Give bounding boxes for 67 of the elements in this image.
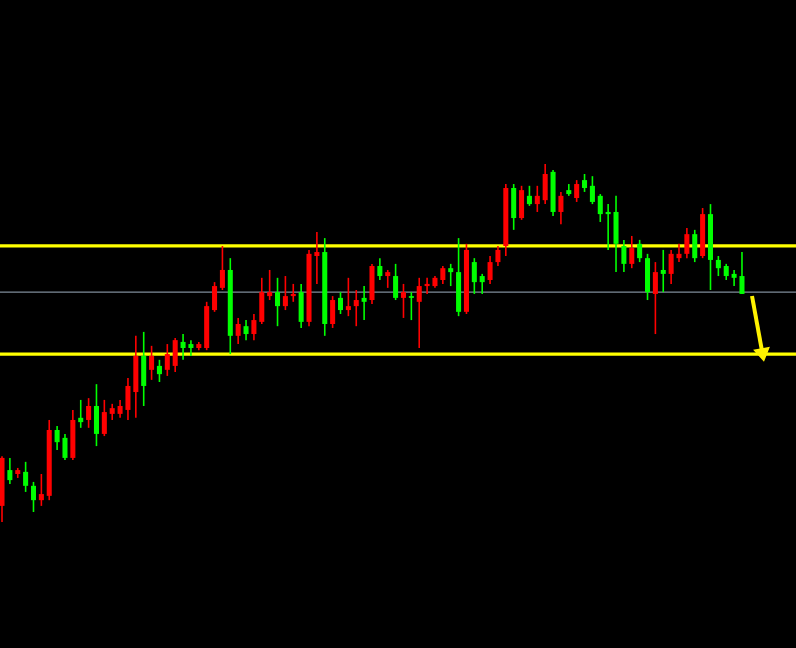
candlestick: [78, 399, 84, 429]
candlestick: [164, 343, 170, 377]
candlestick: [330, 295, 336, 329]
candlestick: [629, 235, 635, 269]
candlestick: [408, 291, 414, 321]
candlestick: [597, 193, 603, 223]
candlestick: [275, 277, 281, 327]
candlestick: [30, 481, 37, 513]
candlestick: [621, 239, 627, 273]
candlestick: [361, 285, 367, 321]
candlestick: [637, 239, 643, 263]
candlestick: [495, 245, 501, 267]
candlestick: [668, 249, 674, 285]
candlestick: [353, 289, 359, 327]
candlestick: [644, 253, 651, 301]
candlestick: [377, 257, 383, 281]
candlestick: [511, 183, 517, 231]
candlestick: [337, 291, 344, 315]
candlestick: [7, 457, 13, 485]
candlestick: [282, 275, 288, 311]
candlestick: [172, 337, 178, 373]
candlestick: [188, 339, 194, 357]
candlestick: [448, 263, 454, 287]
candlestick: [574, 179, 580, 203]
candlestick: [715, 255, 721, 277]
candlestick: [400, 283, 406, 319]
candlestick: [613, 195, 619, 273]
candlestick: [692, 229, 698, 263]
candlestick: [369, 263, 375, 305]
candlestick: [424, 277, 430, 295]
candlestick: [684, 227, 690, 259]
candlestick: [652, 261, 658, 335]
candlestick: [345, 277, 351, 317]
candlestick: [0, 455, 5, 523]
candlestick: [456, 237, 462, 317]
candlestick: [23, 461, 29, 493]
candlestick: [519, 185, 525, 221]
candlestick: [660, 249, 666, 293]
candlestick: [526, 185, 532, 207]
candlestick: [86, 397, 92, 429]
candlestick: [298, 283, 304, 329]
candlestick: [550, 169, 556, 217]
candlestick: [180, 333, 186, 361]
candlestick: [700, 207, 706, 259]
candlestick: [416, 277, 422, 349]
candlestick: [605, 203, 611, 251]
candlestick: [62, 433, 68, 461]
candlestick: [156, 359, 162, 383]
candlestick: [487, 255, 493, 285]
candlestick: [471, 257, 477, 295]
candlestick: [558, 191, 564, 225]
candlestick: [141, 331, 147, 407]
candlestick: [54, 425, 60, 451]
candlestick: [133, 335, 139, 419]
candlestick: [101, 399, 107, 437]
candlestick: [70, 409, 76, 461]
candlestick: [149, 345, 155, 381]
candlestick: [542, 163, 548, 205]
candlestick: [235, 317, 241, 345]
candlestick: [243, 319, 249, 341]
candlestick: [707, 203, 714, 291]
candlestick: [731, 269, 737, 287]
candlestick: [739, 251, 745, 295]
candlestick: [290, 283, 296, 303]
candlestick: [385, 269, 391, 289]
candlestick: [93, 383, 99, 447]
candlestick: [393, 263, 399, 301]
